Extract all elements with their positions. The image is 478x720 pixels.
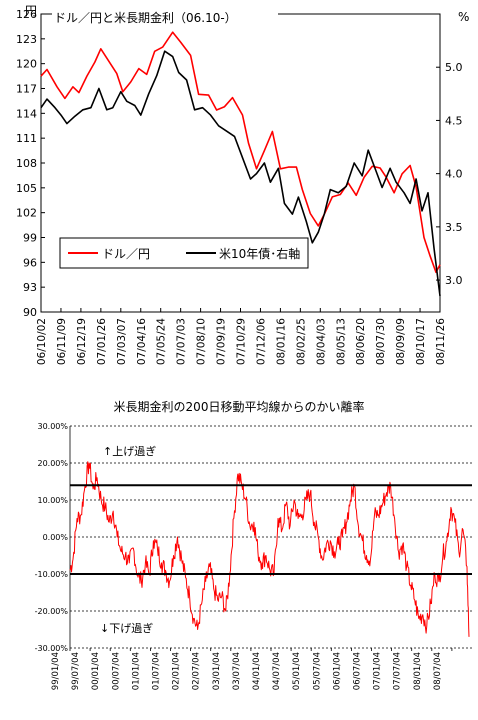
bottom-x-axis: 99/01/04 99/07/04 00/01/04 00/07/04 01/01/04… [51, 648, 453, 690]
right-y-tick-label: 5.0 [445, 61, 463, 74]
top-legend: ドル／円 米10年債･右軸 [59, 237, 309, 269]
bottom-x-tick-label: 02/01/04 [172, 652, 182, 690]
top-chart-title: ドル／円と米長期金利（06.10-） [54, 10, 237, 25]
top-x-tick-label: 08/04/03 [315, 318, 327, 365]
bottom-x-tick-label: 02/07/04 [192, 652, 202, 690]
bottom-x-tick-label: 06/07/04 [353, 652, 363, 690]
bottom-x-tick-label: 03/07/04 [232, 652, 242, 690]
top-x-tick-label: 08/05/13 [335, 318, 347, 365]
top-x-tick-label: 06/12/19 [76, 318, 88, 365]
left-y-tick-label: 111 [16, 132, 37, 145]
top-x-tick-label: 06/10/02 [36, 318, 48, 365]
top-x-axis: 06/10/02 06/11/09 06/12/19 07/01/26 07/03/07… [36, 308, 447, 365]
right-y-tick-label: 4.0 [445, 168, 463, 181]
left-y-tick-label: 93 [23, 281, 37, 294]
left-y-tick-label: 99 [23, 232, 37, 245]
right-y-tick-label: 3.5 [445, 221, 463, 234]
bottom-y-tick-label: 20.00% [37, 459, 68, 468]
bottom-threshold-lines [70, 484, 472, 575]
top-x-tick-label: 07/03/07 [116, 318, 128, 365]
left-y-tick-label: 102 [16, 207, 37, 220]
top-x-tick-label: 08/07/30 [375, 318, 387, 365]
bottom-chart-title: 米長期金利の200日移動平均線からのかい離率 [114, 399, 365, 414]
bottom-y-tick-label: 10.00% [37, 496, 68, 505]
top-left-y-axis: 90 93 96 99 102 105 108 111 114 117 120 123 126 [16, 8, 45, 319]
bottom-x-tick-label: 08/01/04 [413, 652, 423, 690]
left-y-tick-label: 123 [16, 33, 37, 46]
left-y-tick-label: 96 [23, 256, 37, 269]
top-x-tick-label: 08/02/25 [295, 318, 307, 365]
top-x-tick-label: 07/08/10 [196, 318, 208, 365]
bottom-y-tick-label: -20.00% [35, 607, 69, 616]
top-x-tick-label: 08/01/16 [275, 318, 287, 365]
deviation-chart: 米長期金利の200日移動平均線からのかい離率 -30.00% -20.00% -10… [35, 399, 472, 690]
top-x-tick-label: 08/10/17 [415, 318, 427, 365]
bottom-x-tick-label: 07/07/04 [393, 652, 403, 690]
bottom-y-tick-label: -30.00% [35, 644, 69, 653]
bottom-y-tick-label: 0.00% [43, 533, 69, 542]
bottom-x-tick-label: 05/07/04 [312, 652, 322, 690]
bottom-x-tick-label: 01/01/04 [131, 652, 141, 690]
legend-box [59, 237, 309, 269]
bottom-gridlines [70, 425, 472, 649]
left-y-tick-label: 114 [16, 107, 37, 120]
bottom-y-tick-label: -10.00% [35, 570, 69, 579]
right-y-tick-label: 3.0 [445, 274, 463, 287]
bottom-x-tick-label: 01/07/04 [152, 652, 162, 690]
top-x-tick-label: 07/12/06 [255, 318, 267, 365]
top-x-tick-label: 06/11/09 [56, 318, 68, 365]
legend-label-yield: 米10年債･右軸 [219, 246, 300, 261]
us10y-yield-line [40, 50, 441, 297]
top-x-tick-label: 07/01/26 [96, 318, 108, 365]
left-y-tick-label: 120 [16, 58, 37, 71]
bottom-x-tick-label: 99/07/04 [71, 652, 81, 690]
bottom-x-tick-label: 99/01/04 [51, 652, 61, 690]
left-y-tick-label: 108 [16, 157, 37, 170]
bottom-x-tick-label: 05/01/04 [292, 652, 302, 690]
bottom-x-tick-label: 00/07/04 [111, 652, 121, 690]
top-x-tick-label: 07/10/29 [236, 318, 248, 365]
top-x-tick-label: 07/07/03 [176, 318, 188, 365]
bottom-series-group [69, 461, 470, 637]
top-left-unit: 円 [25, 4, 37, 18]
top-x-tick-label: 08/11/26 [435, 318, 447, 365]
top-right-y-axis: 3.0 3.5 4.0 4.5 5.0 [436, 61, 463, 287]
top-right-unit: % [458, 10, 469, 24]
bottom-x-tick-label: 08/07/04 [433, 652, 443, 690]
bottom-x-tick-label: 00/01/04 [91, 652, 101, 690]
top-x-tick-label: 07/04/16 [136, 318, 148, 365]
annotation-oversold: ↓下げ過ぎ [100, 621, 153, 635]
bottom-x-tick-label: 03/01/04 [212, 652, 222, 690]
bottom-x-tick-label: 04/01/04 [252, 652, 262, 690]
left-y-tick-label: 105 [16, 182, 37, 195]
bottom-x-tick-label: 06/01/04 [332, 652, 342, 690]
bottom-x-tick-label: 04/07/04 [272, 652, 282, 690]
top-x-tick-label: 08/09/09 [395, 318, 407, 365]
bottom-y-axis: -30.00% -20.00% -10.00% 0.00% 10.00% 20.00% 30… [35, 422, 71, 653]
bottom-x-tick-label: 07/01/04 [373, 652, 383, 690]
legend-label-usdjpy: ドル／円 [102, 247, 150, 261]
left-y-tick-label: 90 [23, 306, 37, 319]
left-y-tick-label: 126 [16, 8, 37, 21]
top-x-tick-label: 07/09/19 [216, 318, 228, 365]
deviation-line [69, 461, 470, 637]
top-series-group [40, 31, 441, 297]
top-x-tick-label: 08/06/20 [355, 318, 367, 365]
usdjpy-line [40, 31, 441, 274]
left-y-tick-label: 117 [16, 83, 37, 96]
top-x-tick-label: 07/05/24 [156, 318, 168, 365]
bottom-y-tick-label: 30.00% [37, 422, 68, 431]
top-title-backdrop [52, 9, 278, 25]
annotation-overbought: ↑上げ過ぎ [103, 444, 156, 458]
right-y-tick-label: 4.5 [445, 114, 463, 127]
